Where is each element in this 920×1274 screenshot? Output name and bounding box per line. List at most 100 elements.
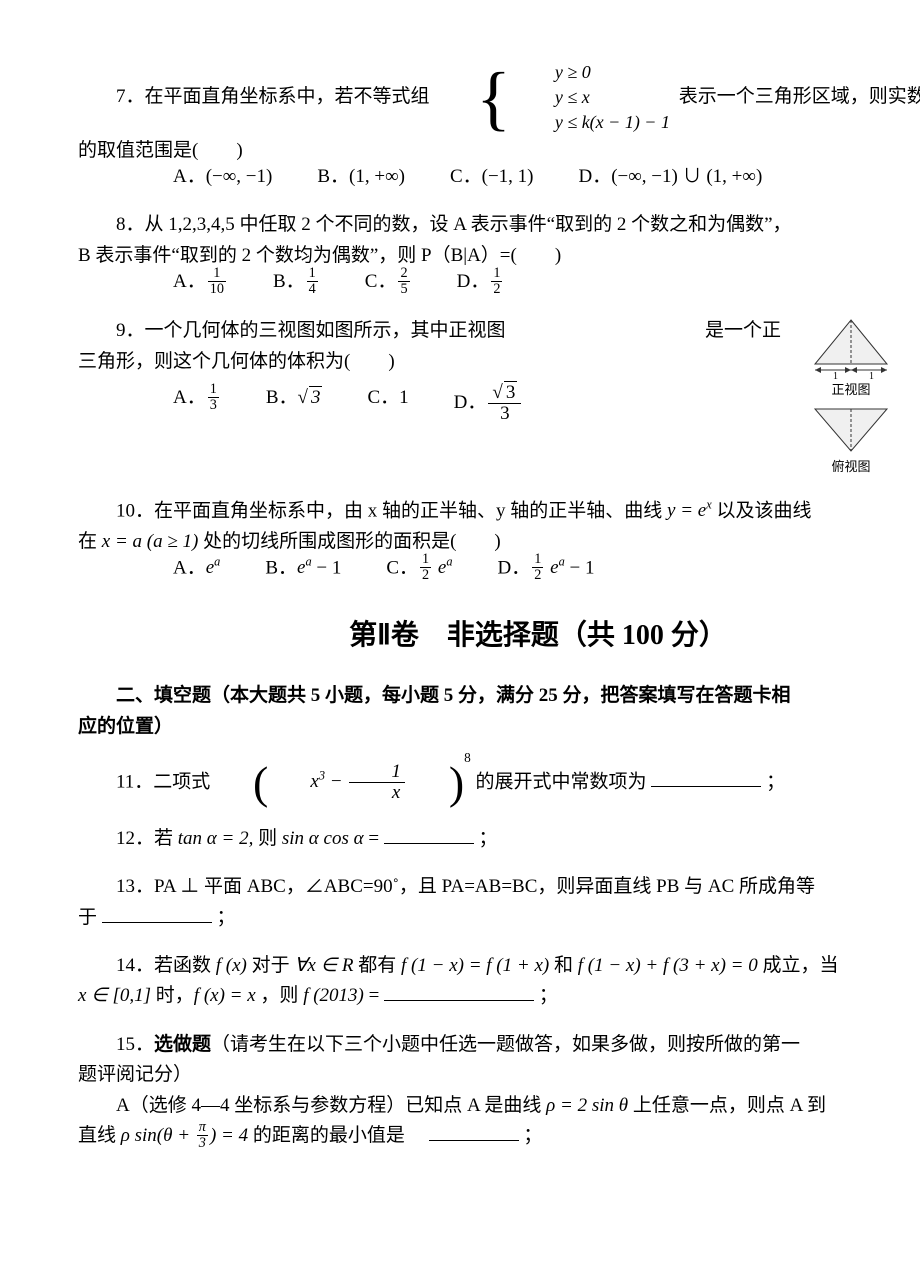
q10-choice-b: B．ea − 1 [265,553,341,584]
q8-b-num: 1 [307,266,318,281]
q8-choices: A．110 B．14 C．25 D．12 [78,267,920,298]
q13-tail: ； [217,907,236,928]
q8-c-num: 2 [398,266,409,281]
q8-choice-a: A．110 [173,267,228,298]
q11-minus: − [325,771,347,792]
q9-text-b: 是一个正 [705,320,781,341]
fill-blank [651,767,761,787]
q12-ask-label: 则 [258,828,282,849]
q10-stem-line1: 10．在平面直角坐标系中，由 x 轴的正半轴、y 轴的正半轴、曲线 y = ex… [78,496,920,527]
top-view-label: 俯视图 [808,457,894,478]
q11-exp: 8 [464,750,471,765]
q15-line2: 题评阅记分） [78,1060,920,1090]
q13-line2: 于 ； [78,903,920,933]
fill-blank [384,981,534,1001]
q11-frac-d: x [349,782,405,803]
q7-choice-c: C．(−1, 1) [450,162,534,192]
q14-tail: ； [539,985,558,1006]
q10-choice-c: C．12 ea [386,553,452,584]
q9-text-a: 9．一个几何体的三视图如图所示，其中正视图 [116,320,506,341]
q9-choice-a: A．13 [173,383,221,424]
fill-blank [384,824,474,844]
q11-binomial: ( x3 − 1x ) [215,760,464,806]
fill-blank [429,1121,519,1141]
q15-curve: ρ = 2 sin θ [546,1095,628,1116]
arrow-left-icon [851,367,857,373]
q9-choices: A．13 B．√3 C．1 D．√33 [78,383,798,424]
question-14: 14．若函数 f (x) 对于 ∀x ∈ R 都有 f (1 − x) = f … [78,951,920,1012]
q8-choice-b: B．14 [273,267,320,298]
q7-sys-l2: y ≤ x [517,85,670,110]
q15-l3b: 上任意一点，则点 A 到 [628,1095,826,1116]
q10-d-d: 2 [532,567,543,583]
q8-d-den: 2 [491,281,502,297]
question-7: 7．在平面直角坐标系中，若不等式组 { y ≥ 0 y ≤ x y ≤ k(x … [78,60,920,192]
side-view: √3 1 侧视图 [912,316,920,401]
q10-text-d: 处的切线所围成图形的面积是( ) [198,531,500,552]
question-11: 11．二项式 ( x3 − 1x ) 8 的展开式中常数项为 ； [78,760,920,806]
q9-b-label: B． [266,387,298,408]
q8-a-num: 1 [208,266,226,281]
q11-frac-n: 1 [349,762,405,782]
left-paren-icon: ( [215,760,268,806]
question-10: 10．在平面直角坐标系中，由 x 轴的正半轴、y 轴的正半轴、曲线 y = ex… [78,496,920,585]
q12-pre: 12．若 [116,828,178,849]
q15-tail: ； [523,1125,542,1146]
q10-d-n: 1 [532,552,543,567]
q13-line1: 13．PA ⊥ 平面 ABC，∠ABC=90˚，且 PA=AB=BC，则异面直线… [78,872,920,902]
q7-text-a: 7．在平面直角坐标系中，若不等式组 [116,86,430,107]
q8-c-den: 5 [398,281,409,297]
sec2-line2: 应的位置） [78,712,920,742]
question-8: 8．从 1,2,3,4,5 中任取 2 个不同的数，设 A 表示事件“取到的 2… [78,210,920,298]
top-view: 俯视图 [808,405,894,478]
q7-stem: 7．在平面直角坐标系中，若不等式组 { y ≥ 0 y ≤ x y ≤ k(x … [78,60,920,136]
q8-d-label: D． [457,271,490,292]
sec2-line1: 二、填空题（本大题共 5 小题，每小题 5 分，满分 25 分，把答案填写在答题… [78,681,920,711]
q11-x: x [310,771,318,792]
question-13: 13．PA ⊥ 平面 ABC，∠ABC=90˚，且 PA=AB=BC，则异面直线… [78,872,920,933]
q10-text-a: 10．在平面直角坐标系中，由 x 轴的正半轴、y 轴的正半轴、曲线 [116,500,667,521]
q7-system: { y ≥ 0 y ≤ x y ≤ k(x − 1) − 1 [438,60,670,136]
q8-choice-d: D．12 [457,267,505,298]
q9-a-num: 1 [208,382,219,397]
q8-b-label: B． [273,271,305,292]
q11-pre: 11．二项式 [116,771,210,792]
q10-at: x = a (a ≥ 1) [102,531,199,552]
right-paren-icon: ) [411,760,464,806]
q15-frac-d: 3 [197,1135,208,1151]
q9-a-label: A． [173,387,206,408]
left-brace-icon: { [438,62,511,134]
q7-sys-l3: y ≤ k(x − 1) − 1 [517,110,670,135]
q14-line1: 14．若函数 f (x) 对于 ∀x ∈ R 都有 f (1 − x) = f … [78,951,920,981]
q14-line2: x ∈ [0,1] 时，f (x) = x ，则 f (2013) = ； [78,981,920,1011]
q15-l4b: 的距离的最小值是 [253,1125,424,1146]
q12-tail: ； [479,828,498,849]
q8-b-den: 4 [307,281,318,297]
q8-stem-a: 8．从 1,2,3,4,5 中任取 2 个不同的数，设 A 表示事件“取到的 2… [78,210,920,240]
q10-text-c: 在 [78,531,102,552]
q15-line-eq: ρ sin(θ + π3) = 4 [121,1125,253,1146]
section-2-header: 二、填空题（本大题共 5 小题，每小题 5 分，满分 25 分，把答案填写在答题… [78,681,920,742]
question-15: 15．选做题（请考生在以下三个小题中任选一题做答，如果多做，则按所做的第一 题评… [78,1030,920,1152]
part2-title: 第Ⅱ卷 非选择题（共 100 分） [78,614,920,659]
question-9: 1 1 正视图 √3 1 侧视图 [78,316,920,478]
q10-choices: A．ea B．ea − 1 C．12 ea D．12 ea − 1 [78,553,920,584]
q15-bold-label: 选做题 [154,1034,211,1055]
q7-text-b: 表示一个三角形区域，则实数 k [679,86,920,107]
q12-cond: tan α = 2, [178,828,258,849]
q10-c-label: C． [386,557,418,578]
q10-d-label: D． [498,557,531,578]
arrow-right-icon [845,367,851,373]
arrow-left-icon [815,367,821,373]
q9-stem: 9．一个几何体的三视图如图所示，其中正视图 是一个正 [78,316,920,346]
q10-choice-d: D．12 ea − 1 [498,553,595,584]
q7-choice-d: D．(−∞, −1) ∪ (1, +∞) [579,162,763,192]
q11-post: 的展开式中常数项为 [476,771,647,792]
q12-expr: sin α cos α [282,828,364,849]
question-12: 12．若 tan α = 2, 则 sin α cos α = ； [78,824,920,854]
fill-blank [102,903,212,923]
side-view-label: 侧视图 [912,380,920,401]
q15-frac-n: π [197,1120,208,1135]
q15-eq-lhs: ρ sin(θ + [121,1125,195,1146]
q10-c-d: 2 [420,567,431,583]
